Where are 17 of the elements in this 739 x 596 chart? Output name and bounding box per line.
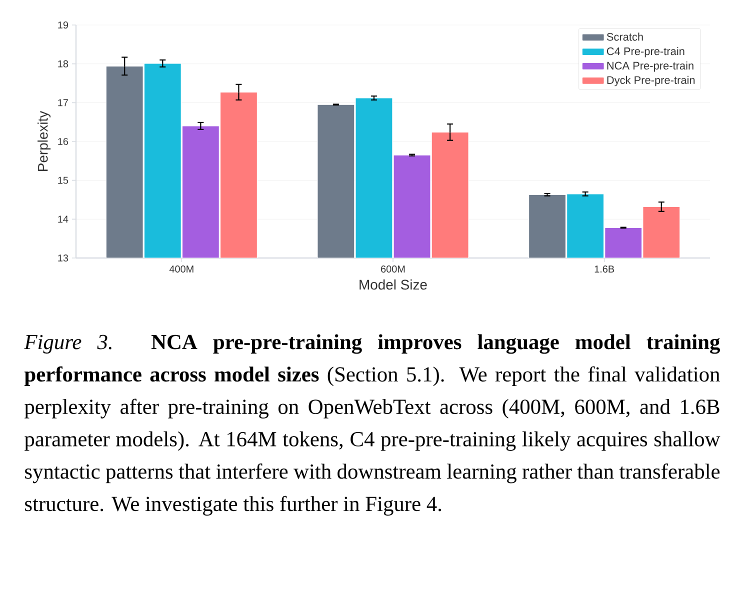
- x-axis-title: Model Size: [360, 279, 427, 290]
- legend-label: NCA Pre-pre-train: [607, 62, 694, 72]
- legend-label: Dyck Pre-pre-train: [607, 76, 695, 86]
- y-tick-label: 17: [58, 99, 68, 106]
- y-tick-label: 18: [58, 60, 68, 68]
- x-tick-label: 400M: [169, 266, 194, 273]
- legend-label: Scratch: [606, 32, 643, 41]
- x-tick-label: 1.6B: [594, 266, 614, 273]
- legend-label: C4 Pre-pre-train: [606, 47, 684, 58]
- y-tick-label: 16: [58, 138, 68, 146]
- y-tick-label: 14: [58, 216, 68, 223]
- text: Figure 3. NCA pre-pre-training improves language model training performance across model sizes (Section 5.1). We report the final validation perplexity after pre-training on OpenWebText across (400M, 600M, and 1.6B parameter models). At 164M tokens, C4 pre-pre-training likely acquires shallow syntactic patterns that interfere with downstream learning rather than transferable structure. We investigate this further in Figure 4.: [24, 334, 720, 516]
- y-axis-title: Perplexity: [38, 110, 51, 171]
- x-tick-label: 600M: [381, 266, 405, 273]
- y-tick-label: 13: [58, 254, 68, 262]
- y-tick-label: 19: [58, 21, 68, 29]
- y-tick-label: 15: [58, 176, 68, 184]
